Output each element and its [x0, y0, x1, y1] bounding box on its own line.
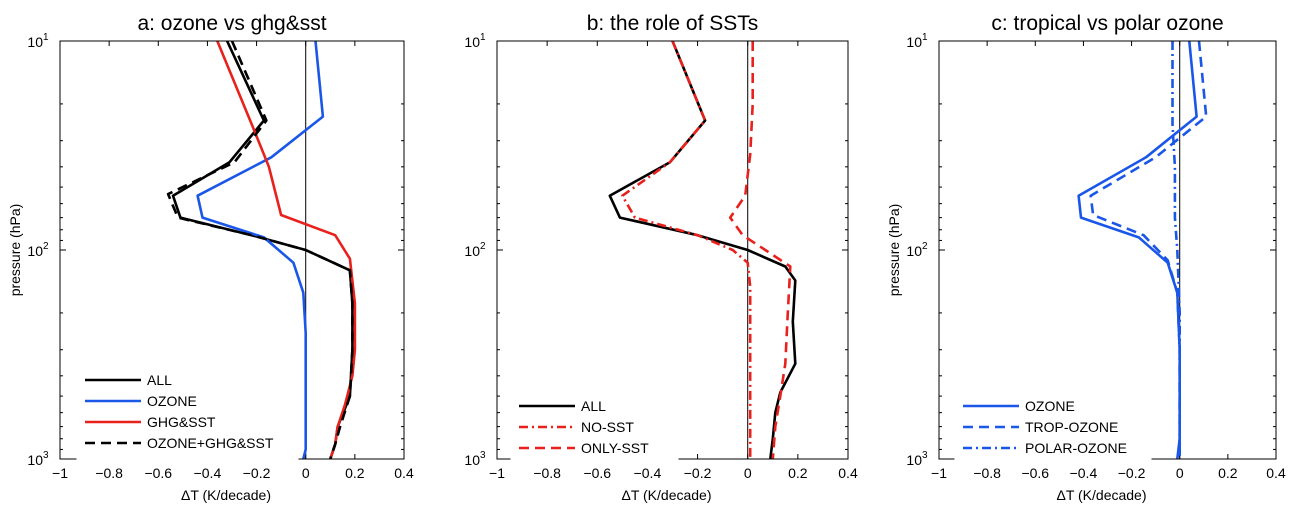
x-tick-label: −1 — [52, 465, 68, 481]
x-tick-label: −1 — [931, 465, 947, 481]
plot-area — [1077, 41, 1208, 459]
panel-title: a: ozone vs ghg&sst — [137, 12, 326, 35]
x-tick-label: −0.6 — [144, 465, 172, 481]
x-tick-label: −0.4 — [1070, 465, 1098, 481]
series-line-only-sst — [728, 41, 792, 459]
y-tick-base: 10 — [906, 243, 922, 259]
legend-label: ALL — [581, 398, 606, 414]
y-tick-exp: 1 — [922, 32, 928, 43]
x-tick-label: 0.2 — [1218, 465, 1238, 481]
x-tick-label: 0.2 — [345, 465, 365, 481]
y-tick-exp: 2 — [480, 241, 486, 252]
y-tick-label: 102 — [906, 241, 928, 259]
y-tick-base: 10 — [27, 243, 43, 259]
y-tick-label: 102 — [464, 241, 486, 259]
legend-label: TROP-OZONE — [1025, 419, 1118, 435]
x-tick-label: 0.4 — [1266, 465, 1286, 481]
series-line-ghg-sst — [216, 41, 357, 459]
legend-label: OZONE — [1025, 398, 1075, 414]
legend-label: POLAR-OZONE — [1025, 440, 1127, 456]
y-tick-base: 10 — [464, 452, 480, 468]
y-tick-exp: 3 — [922, 450, 928, 461]
y-axis-label: pressure (hPa) — [7, 204, 23, 297]
legend-label: GHG&SST — [147, 414, 216, 430]
x-tick-label: −0.4 — [634, 465, 662, 481]
y-axis-label: pressure (hPa) — [886, 204, 902, 297]
series-line-ozone — [196, 41, 325, 459]
legend-label: NO-SST — [581, 419, 634, 435]
legend: ALL OZONE GHG&SST OZONE+GHG&SST — [76, 366, 299, 460]
series-line-no-sst — [621, 41, 752, 459]
y-tick-label: 103 — [27, 450, 49, 468]
panel-c: c: tropical vs polar ozone −1 −0.8 −0.6 −0.4… — [886, 12, 1286, 503]
y-tick-base: 10 — [27, 34, 43, 50]
y-tick-label: 101 — [27, 32, 49, 50]
x-tick-label: −0.2 — [1118, 465, 1146, 481]
plot-area — [608, 41, 797, 459]
x-tick-label: −0.2 — [684, 465, 712, 481]
x-tick-label: 0 — [302, 465, 310, 481]
panel-a: a: ozone vs ghg&sst −1 −0.8 −0.6 −0.4 −0.2 0 0.… — [7, 12, 414, 503]
legend-label: ONLY-SST — [581, 440, 649, 456]
plot-area — [166, 41, 357, 459]
series-line-ozone-ghg-sst — [166, 41, 354, 459]
x-tick-label: −0.6 — [1021, 465, 1049, 481]
panel-title: b: the role of SSTs — [587, 12, 759, 35]
y-tick-base: 10 — [906, 34, 922, 50]
x-tick-label: 0.2 — [788, 465, 808, 481]
y-tick-exp: 1 — [480, 32, 486, 43]
y-tick-label: 101 — [464, 32, 486, 50]
y-tick-base: 10 — [27, 452, 43, 468]
y-tick-exp: 3 — [480, 450, 486, 461]
legend: OZONE TROP-OZONE POLAR-OZONE — [954, 392, 1152, 460]
legend-label: ALL — [147, 372, 172, 388]
x-tick-label: −0.2 — [243, 465, 271, 481]
y-tick-base: 10 — [464, 243, 480, 259]
x-tick-label: −1 — [489, 465, 505, 481]
y-tick-label: 103 — [906, 450, 928, 468]
x-tick-label: −0.8 — [95, 465, 123, 481]
series-line-all — [608, 41, 797, 459]
y-tick-label: 102 — [27, 241, 49, 259]
x-tick-label: 0.4 — [394, 465, 414, 481]
x-tick-label: −0.8 — [533, 465, 561, 481]
legend-label: OZONE+GHG&SST — [147, 435, 274, 451]
x-tick-label: 0 — [744, 465, 752, 481]
y-tick-label: 101 — [906, 32, 928, 50]
x-tick-label: 0.4 — [838, 465, 858, 481]
y-tick-base: 10 — [464, 34, 480, 50]
x-tick-label: −0.6 — [583, 465, 611, 481]
x-axis-label: ΔT (K/decade) — [621, 487, 711, 503]
x-axis-label: ΔT (K/decade) — [181, 487, 271, 503]
y-tick-base: 10 — [906, 452, 922, 468]
panel-title: c: tropical vs polar ozone — [991, 12, 1223, 35]
x-tick-label: 0 — [1176, 465, 1184, 481]
x-tick-label: −0.8 — [973, 465, 1001, 481]
legend-label: OZONE — [147, 393, 197, 409]
legend: ALL NO-SST ONLY-SST — [510, 392, 679, 460]
legend-box — [76, 366, 299, 460]
y-tick-exp: 2 — [922, 241, 928, 252]
y-tick-label: 103 — [464, 450, 486, 468]
x-tick-label: −0.4 — [194, 465, 222, 481]
x-axis-label: ΔT (K/decade) — [1056, 487, 1146, 503]
series-line-polar-ozone — [1171, 41, 1181, 459]
panel-b: b: the role of SSTs −1 −0.8 −0.6 −0.4 −0.2 0 0.… — [464, 12, 858, 503]
y-tick-exp: 1 — [43, 32, 49, 43]
y-tick-exp: 3 — [43, 450, 49, 461]
y-tick-exp: 2 — [43, 241, 49, 252]
